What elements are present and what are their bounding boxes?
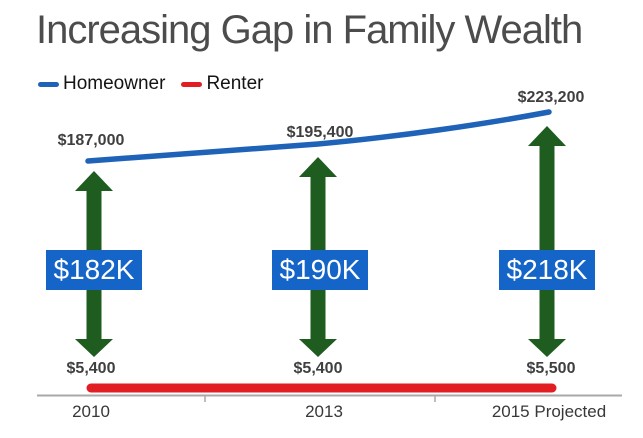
x-axis-label: 2015 Projected bbox=[491, 402, 607, 421]
gap-value-badge: $190K bbox=[272, 250, 368, 290]
homeowner-value-label: $223,200 bbox=[517, 89, 585, 106]
x-axis-label: 2010 bbox=[72, 402, 110, 421]
x-axis-label: 2013 bbox=[305, 402, 343, 421]
gap-arrow-2015 bbox=[528, 126, 566, 357]
gap-value-badge: $218K bbox=[499, 250, 595, 290]
page-title: Increasing Gap in Family Wealth bbox=[36, 8, 583, 52]
legend-label-renter: Renter bbox=[206, 73, 264, 94]
homeowner-line bbox=[85, 109, 552, 164]
legend-item-renter: Renter bbox=[181, 73, 263, 95]
legend: Homeowner Renter bbox=[38, 73, 263, 95]
legend-item-homeowner: Homeowner bbox=[38, 73, 165, 95]
renter-line-swatch-icon bbox=[181, 81, 203, 87]
renter-value-label: $5,400 bbox=[293, 360, 343, 377]
renter-value-label: $5,400 bbox=[66, 360, 116, 377]
homeowner-value-label: $187,000 bbox=[57, 132, 125, 149]
renter-value-label: $5,500 bbox=[526, 360, 576, 377]
gap-value-badge: $182K bbox=[46, 250, 142, 290]
legend-label-homeowner: Homeowner bbox=[63, 73, 166, 94]
homeowner-line-swatch-icon bbox=[38, 81, 59, 87]
homeowner-value-label: $195,400 bbox=[286, 124, 354, 141]
